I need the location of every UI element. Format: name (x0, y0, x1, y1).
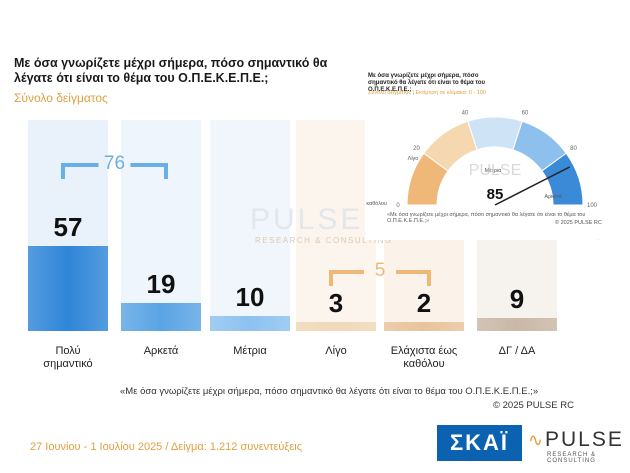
watermark-subtitle: RESEARCH & CONSULTING (255, 236, 393, 245)
bar-column-bg (210, 120, 290, 331)
survey-dates: 27 Ιουνίου - 1 Ιουλίου 2025 / Δείγμα: 1.… (30, 441, 302, 453)
gauge-tick-label: 100 (587, 203, 598, 209)
gauge-segment (541, 152, 584, 206)
gauge-segment-label: Ελάχιστα έως καθόλου (365, 200, 387, 207)
gauge-watermark: PULSE (469, 162, 521, 179)
skai-logo: ΣΚΑΪ (437, 425, 522, 461)
footnote-question: «Με όσα γνωρίζετε μέχρι σήμερα, πόσο σημ… (120, 386, 539, 397)
gauge-segment-label: Λίγο (408, 156, 419, 162)
pulse-mark-icon: ∿ (528, 430, 544, 450)
bracket-line (61, 163, 168, 179)
bar-value-label: 10 (235, 282, 265, 312)
bar-value-label: 2 (416, 288, 432, 318)
category-label: Λίγο (325, 345, 347, 357)
bar (121, 302, 201, 331)
watermark-logo: PULSE (250, 203, 364, 236)
gauge-subtitle: Σύνολο δείγματος | Εκτίμηση σε κλίμακα: … (368, 90, 486, 96)
bar-value-label: 57 (53, 211, 83, 242)
gauge-needle (494, 166, 571, 206)
bar-column-bg (121, 120, 201, 331)
category-label: Ελάχιστα έως καθόλου (390, 345, 458, 370)
gauge-inset: Με όσα γνωρίζετε μέχρι σήμερα, πόσο σημα… (365, 70, 627, 240)
bar (384, 322, 464, 331)
gauge-tick-label: 60 (522, 111, 529, 117)
chart-title: Με όσα γνωρίζετε μέχρι σήμερα, πόσο σημα… (14, 56, 328, 85)
gauge-segment-label: Πολύ (587, 239, 600, 240)
category-label: Αρκετά (143, 345, 179, 357)
bar-value-label: 9 (509, 283, 525, 314)
gauge-dial: 0 20 40 60 80 100 Ελάχιστα έως καθόλου Λίγο Μέτρ… (365, 111, 600, 240)
category-label: Μέτρια (233, 345, 267, 357)
bar (28, 245, 108, 331)
gauge-tick-label: 20 (413, 146, 420, 152)
gauge-segment-label: Αρκετά (544, 193, 562, 200)
bar (210, 316, 290, 331)
gauge-tick-label: 0 (396, 203, 400, 209)
pulse-logo-subtitle: RESEARCH & CONSULTING (547, 452, 597, 464)
gauge-tick-label: 80 (570, 146, 577, 152)
category-label: Πολύ σημαντικό (43, 345, 93, 370)
gauge-tick-label: 40 (462, 111, 469, 117)
bracket-label: 76 (103, 153, 126, 174)
category-label: ΔΓ / ΔΑ (498, 345, 536, 357)
bar-value-label: 19 (146, 268, 176, 299)
gauge-title: Με όσα γνωρίζετε μέχρι σήμερα, πόσο σημα… (368, 73, 486, 93)
bracket-label: 5 (374, 260, 386, 281)
pulse-logo: PULSE (545, 428, 624, 451)
bar (296, 322, 376, 331)
chart-subtitle: Σύνολο δείγματος (14, 91, 108, 105)
bar-column-bg (296, 120, 376, 331)
bar-value-label: 3 (328, 288, 344, 318)
bracket-line (329, 270, 431, 286)
gauge-copyright: © 2025 PULSE RC (555, 220, 602, 226)
footnote-copyright: © 2025 PULSE RC (493, 400, 574, 411)
gauge-note: «Με όσα γνωρίζετε μέχρι σήμερα, πόσο σημ… (387, 212, 586, 224)
gauge-segment-label: Μέτρια (485, 167, 503, 174)
gauge-value: 85 (487, 186, 504, 203)
bar (477, 317, 557, 331)
